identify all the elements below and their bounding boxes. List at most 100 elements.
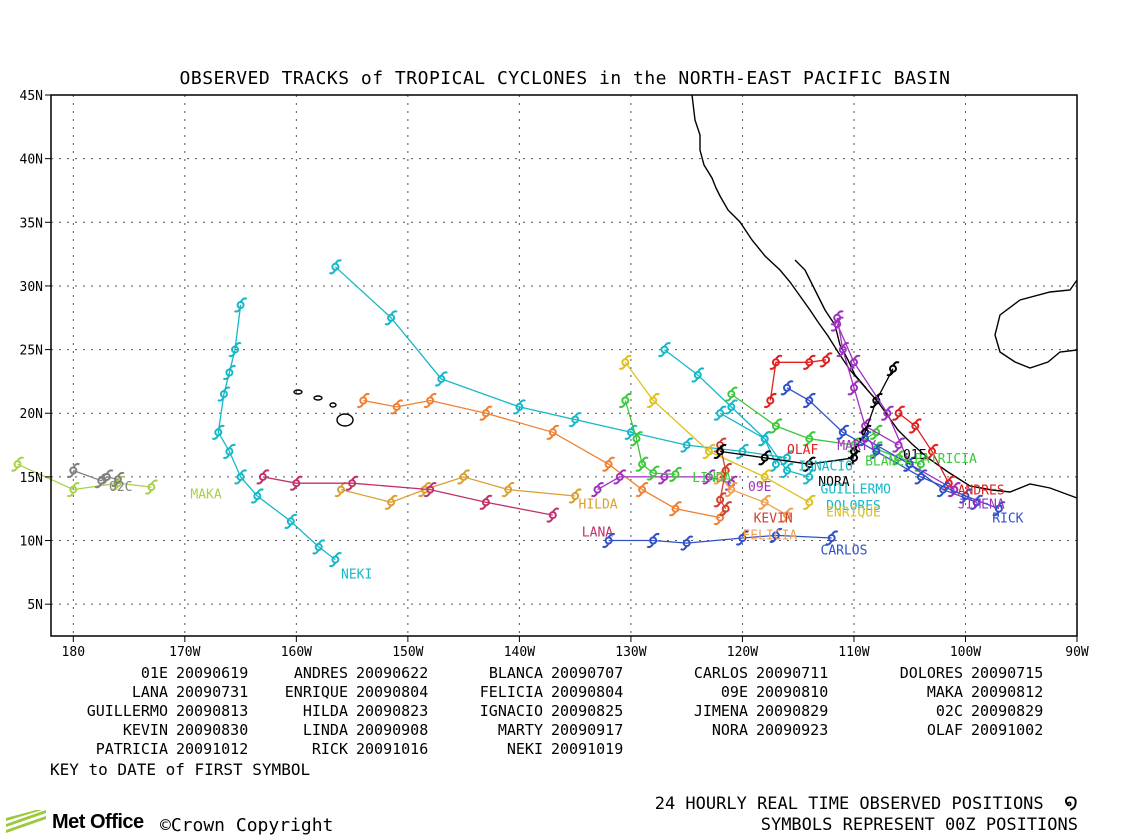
cyclone-symbol-icon [802, 354, 816, 370]
copyright-text: ©Crown Copyright [160, 815, 334, 836]
cyclone-symbol-icon [780, 380, 794, 396]
cyclone-symbol-icon [390, 399, 404, 415]
cyclone-symbol-icon [836, 424, 850, 440]
storm-label: NEKI [341, 568, 372, 583]
cyclone-symbol-icon [144, 479, 158, 495]
key-storm-name: BLANCA [488, 664, 543, 682]
axis-ticks: 45N 40N 35N 30N 25N 20N 15N 10N 5N 180 170W 160W 150… [20, 89, 1089, 660]
key-storm-date: 20090731 [176, 683, 249, 701]
lon-tick-label: 180 [62, 645, 85, 660]
key-entry: FELICIA 20090804 [425, 683, 623, 701]
hawaii-island [329, 402, 337, 408]
key-storm-name: ANDRES [293, 664, 348, 682]
cyclone-symbol-icon [858, 431, 872, 447]
cyclone-symbol-icon [847, 380, 861, 396]
cyclone-symbol-icon [780, 462, 794, 479]
lat-tick-label: 40N [20, 153, 43, 168]
lon-tick-label: 110W [838, 645, 869, 660]
cyclone-symbol-icon [719, 462, 733, 479]
cyclone-symbol-icon [228, 342, 242, 358]
key-storm-date: 20090830 [176, 721, 249, 739]
key-storm-date: 20091012 [176, 740, 249, 758]
cyclone-tracks [10, 259, 1006, 568]
storm-label: 01E [903, 448, 926, 463]
cyclone-symbol-icon [328, 552, 342, 568]
cyclone-symbol-icon [384, 310, 398, 326]
storm-label: HILDA [579, 498, 618, 513]
cyclone-symbol-icon [618, 354, 632, 370]
key-storm-name: RICK [311, 740, 348, 758]
cyclone-symbol-icon [958, 488, 973, 504]
key-storm-name: LINDA [302, 721, 348, 739]
key-storm-date: 20090711 [756, 664, 829, 682]
cyclone-symbol-icon [602, 456, 616, 472]
cyclone-symbol-icon [217, 386, 231, 402]
cyclone-symbol-icon [501, 482, 515, 498]
cyclone-symbol-icon [825, 530, 839, 546]
track-rick-2 [864, 438, 977, 503]
key-storm-name: NEKI [506, 740, 543, 758]
cyclone-symbol-icon [668, 466, 683, 482]
cyclone-symbol-icon [423, 482, 437, 498]
cyclone-symbol-icon [384, 494, 398, 510]
cyclone-symbol-icon [312, 539, 326, 555]
cyclone-symbol-icon [713, 405, 727, 421]
cyclone-symbol-icon [211, 424, 225, 440]
track-neki-2 [217, 304, 336, 561]
key-storm-name: 02C [935, 702, 963, 720]
cyclone-symbol-icon [724, 399, 738, 415]
key-storm-date: 20090810 [756, 683, 829, 701]
graticule [51, 95, 1077, 636]
cyclone-symbol-icon [802, 392, 816, 409]
cyclone-symbol-icon [869, 443, 883, 459]
cyclone-symbol-icon [802, 494, 816, 510]
key-storm-name: LANA [131, 683, 168, 701]
cyclone-symbol-icon [624, 424, 638, 440]
storm-label: ENRIQUE [826, 505, 881, 520]
cyclone-symbol-icon [925, 443, 939, 459]
storm-label: OLAF [787, 443, 818, 458]
cyclone-symbol-icon [992, 501, 1006, 517]
cyclone-symbol-icon [250, 488, 264, 504]
key-storm-name: MARTY [497, 721, 543, 739]
track-lana [262, 476, 553, 516]
legend-line-2: SYMBOLS REPRESENT 00Z POSITIONS [760, 815, 1078, 835]
track-andres-enrique [363, 399, 721, 519]
key-storm-date: 20090813 [176, 702, 249, 720]
key-entry: 09E 20090810 [630, 683, 828, 701]
key-storm-name: ENRIQUE [284, 683, 348, 701]
key-storm-name: PATRICIA [95, 740, 168, 758]
cyclone-symbol-icon [423, 392, 437, 409]
lat-tick-label: 5N [27, 598, 43, 613]
cyclone-symbol-icon [289, 475, 303, 491]
key-entry: ENRIQUE 20090804 [230, 683, 428, 701]
key-entry: JIMENA 20090829 [630, 702, 828, 720]
storm-label: NORA [818, 475, 849, 490]
key-storm-date: 20090804 [356, 683, 429, 701]
cyclone-symbol-icon [719, 501, 733, 517]
key-storm-date: 20090619 [176, 664, 249, 682]
key-storm-date: 20090829 [971, 702, 1044, 720]
track-marty [836, 317, 899, 446]
storm-label: LANA [582, 526, 613, 541]
cyclone-symbol-icon [769, 418, 783, 434]
logo-stripes-icon [6, 810, 46, 833]
cyclone-symbol-icon [702, 443, 716, 459]
key-entry: LANA 20090731 [50, 683, 248, 701]
cyclone-symbol-icon [646, 532, 660, 549]
storm-label: FELICIA [742, 528, 797, 543]
cyclone-symbol-icon [758, 469, 772, 485]
storm-label: LINDA [692, 471, 731, 486]
key-entry: BLANCA 20090707 [425, 664, 623, 682]
cyclone-symbol-icon [590, 482, 605, 498]
key-storm-date: 20090804 [551, 683, 624, 701]
key-entry: GUILLERMO 20090813 [50, 702, 249, 720]
cyclone-symbol-icon [629, 431, 644, 447]
lon-tick-label: 130W [615, 645, 646, 660]
cyclone-symbol-icon [66, 462, 80, 479]
lat-tick-label: 20N [20, 407, 43, 422]
cyclone-symbol-icon [635, 456, 649, 472]
key-storm-name: NORA [711, 721, 748, 739]
storm-label: GUILLERMO [821, 482, 892, 497]
